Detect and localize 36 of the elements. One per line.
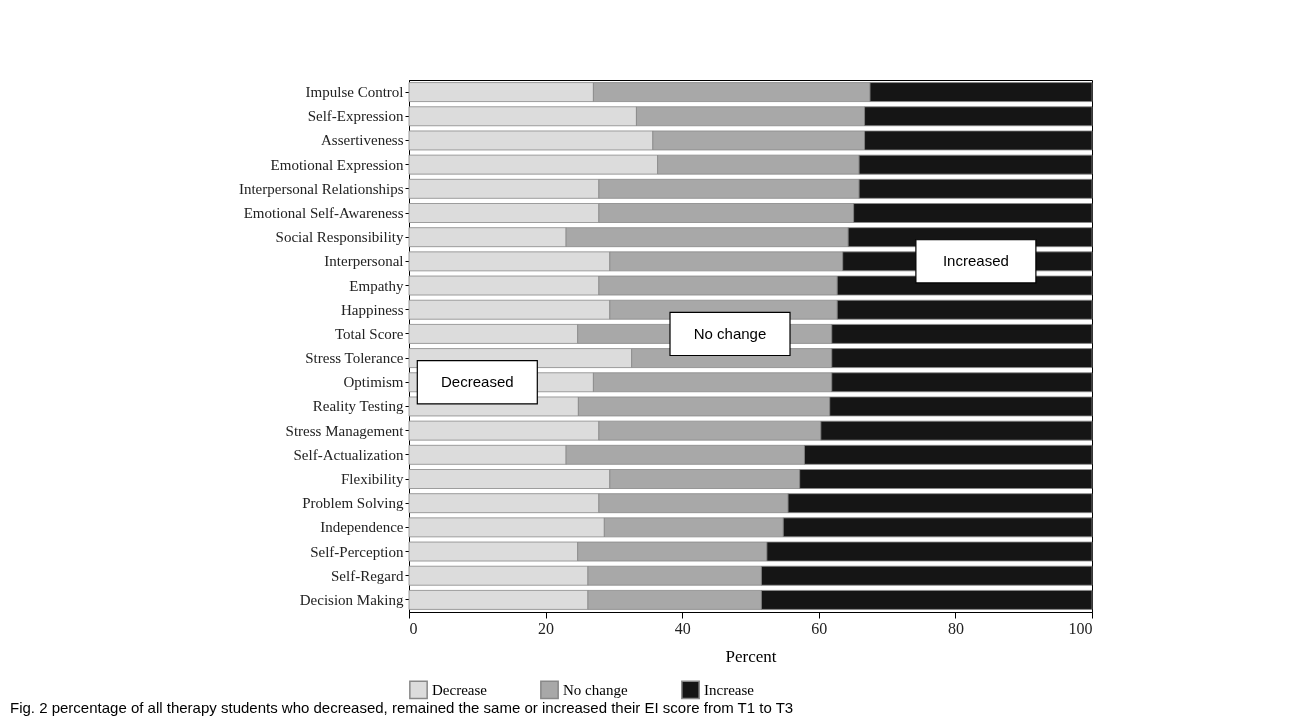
x-tick-label: 20 [538,619,555,637]
y-tick-label: Reality Testing [312,398,404,415]
x-tick-label: 40 [674,619,691,637]
x-tick-label: 60 [811,619,828,637]
x-tick-label: 80 [947,619,964,637]
y-tick-label: Decision Making [299,591,404,608]
y-tick-label: Stress Tolerance [305,350,404,367]
y-tick-label: Independence [320,519,404,536]
legend-label: No change [563,681,628,698]
y-tick-label: Problem Solving [302,495,404,512]
annotation: No change [693,324,767,342]
y-tick-label: Interpersonal [324,253,404,270]
y-tick-label: Emotional Expression [270,156,404,173]
legend-label: Increase [704,681,755,698]
y-tick-label: Assertiveness [321,132,404,149]
x-tick-label: 0 [409,619,418,637]
y-tick-label: Impulse Control [305,84,404,101]
y-tick-label: Self-Regard [331,567,404,584]
y-tick-label: Self-Actualization [293,446,404,463]
caption: Fig. 2 percentage of all therapy students who decreased, remained the same or increased their EI score from T1 to T3 [10,699,794,716]
legend-label: Decrease [432,681,488,698]
annotation: Decreased [441,373,514,391]
x-axis-title: Percent [725,646,777,666]
y-tick-label: Happiness [341,301,404,318]
y-tick-label: Emotional Self-Awareness [243,205,404,221]
y-tick-label: Flexibility [340,471,404,487]
y-tick-label: Total Score [334,325,404,342]
annotation: Increased [942,252,1009,270]
y-tick-label: Social Responsibility [275,229,404,246]
y-tick-label: Optimism [343,374,404,391]
y-tick-label: Empathy [349,277,404,294]
y-tick-label: Self-Expression [307,108,404,125]
y-tick-label: Self-Perception [310,543,404,560]
y-tick-label: Stress Management [285,422,405,439]
y-tick-label: Interpersonal Relationships [238,180,404,197]
x-tick-label: 100 [1068,619,1093,637]
